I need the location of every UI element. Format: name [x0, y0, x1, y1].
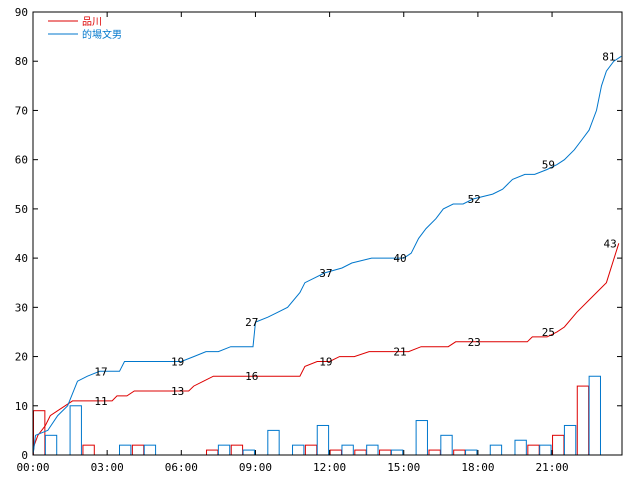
- x-tick-label: 03:00: [91, 461, 124, 474]
- y-tick-label: 50: [15, 203, 28, 216]
- plot-frame: [32, 11, 623, 456]
- data-label-shinagawa-6: 25: [542, 326, 555, 339]
- y-tick-label: 60: [15, 154, 28, 167]
- bar-matoba-16: [440, 434, 453, 456]
- bar-shinagawa-14: [379, 449, 392, 456]
- bar-matoba-0: [44, 434, 58, 456]
- bar-shinagawa-12: [329, 449, 342, 456]
- bar-shinagawa-17: [453, 449, 466, 456]
- bar-shinagawa-13: [354, 449, 367, 456]
- y-tick-label: 90: [15, 6, 28, 19]
- data-label-shinagawa-4: 21: [393, 346, 406, 359]
- bar-shinagawa-7: [206, 449, 219, 456]
- bar-shinagawa-16: [428, 449, 441, 456]
- lines-layer: [32, 55, 622, 456]
- data-label-shinagawa-3: 19: [319, 355, 332, 368]
- bar-matoba-7: [217, 444, 231, 456]
- bar-shinagawa-2: [82, 444, 95, 456]
- y-tick-label: 10: [15, 400, 28, 413]
- x-tick-label: 00:00: [16, 461, 49, 474]
- legend-label-matoba: 的場文男: [82, 28, 122, 41]
- data-label-shinagawa-0: 11: [94, 395, 107, 408]
- data-label-shinagawa-5: 23: [468, 336, 481, 349]
- data-label-matoba-3: 37: [319, 267, 332, 280]
- y-tick-label: 70: [15, 104, 28, 117]
- data-label-matoba-4: 40: [393, 252, 406, 265]
- legend-label-shinagawa: 品川: [82, 16, 102, 28]
- bar-shinagawa-20: [527, 444, 540, 456]
- bar-matoba-1: [69, 405, 82, 456]
- bar-matoba-8: [242, 449, 255, 456]
- bar-matoba-3: [119, 444, 132, 456]
- bar-matoba-20: [539, 444, 552, 456]
- bar-matoba-17: [465, 449, 478, 456]
- series-line-matoba: [32, 55, 622, 456]
- bar-shinagawa-4: [131, 444, 145, 456]
- data-label-matoba-7: 81: [602, 50, 615, 63]
- data-labels-layer: 11 13 16 19 21 23 25 43 17 19 27 37 40 52 59 81: [94, 50, 616, 408]
- data-label-shinagawa-2: 16: [245, 370, 258, 383]
- bar-matoba-9: [267, 429, 280, 456]
- data-label-shinagawa-7: 43: [604, 237, 617, 250]
- data-label-matoba-1: 19: [171, 355, 184, 368]
- x-tick-label: 21:00: [535, 461, 568, 474]
- bar-shinagawa-21: [552, 434, 565, 456]
- bar-matoba-14: [390, 449, 404, 456]
- data-label-matoba-6: 59: [542, 159, 555, 172]
- bar-shinagawa-22: [576, 385, 590, 456]
- bar-shinagawa-11: [304, 444, 318, 456]
- bar-shinagawa-8: [230, 444, 244, 456]
- axes-layer: 0 10 20 30 40 50 60 70 80 90 00:00 03:00 06:00 09:00 1…: [15, 6, 623, 474]
- y-tick-label: 0: [21, 449, 28, 462]
- data-label-matoba-5: 52: [468, 193, 481, 206]
- bar-matoba-4: [143, 444, 157, 456]
- bar-matoba-13: [366, 444, 379, 456]
- bar-matoba-22: [588, 375, 601, 456]
- data-label-shinagawa-1: 13: [171, 385, 184, 398]
- bar-matoba-11: [316, 424, 330, 456]
- x-tick-label: 12:00: [313, 461, 346, 474]
- series-line-shinagawa: [32, 243, 620, 456]
- y-tick-label: 20: [15, 351, 28, 364]
- data-label-matoba-2: 27: [245, 316, 258, 329]
- bar-matoba-19: [514, 439, 527, 456]
- x-tick-label: 09:00: [239, 461, 272, 474]
- y-tick-label: 40: [15, 252, 28, 265]
- y-tick-label: 30: [15, 301, 28, 314]
- y-tick-label: 80: [15, 55, 28, 68]
- bar-matoba-15: [415, 420, 428, 456]
- bar-matoba-21: [563, 424, 577, 456]
- bar-matoba-10: [292, 444, 305, 456]
- bars-layer: [33, 375, 601, 456]
- bar-matoba-12: [341, 444, 354, 456]
- x-tick-label: 15:00: [387, 461, 420, 474]
- x-tick-label: 06:00: [165, 461, 198, 474]
- x-tick-label: 18:00: [461, 461, 494, 474]
- bar-matoba-18: [489, 444, 503, 456]
- data-label-matoba-0: 17: [94, 365, 107, 378]
